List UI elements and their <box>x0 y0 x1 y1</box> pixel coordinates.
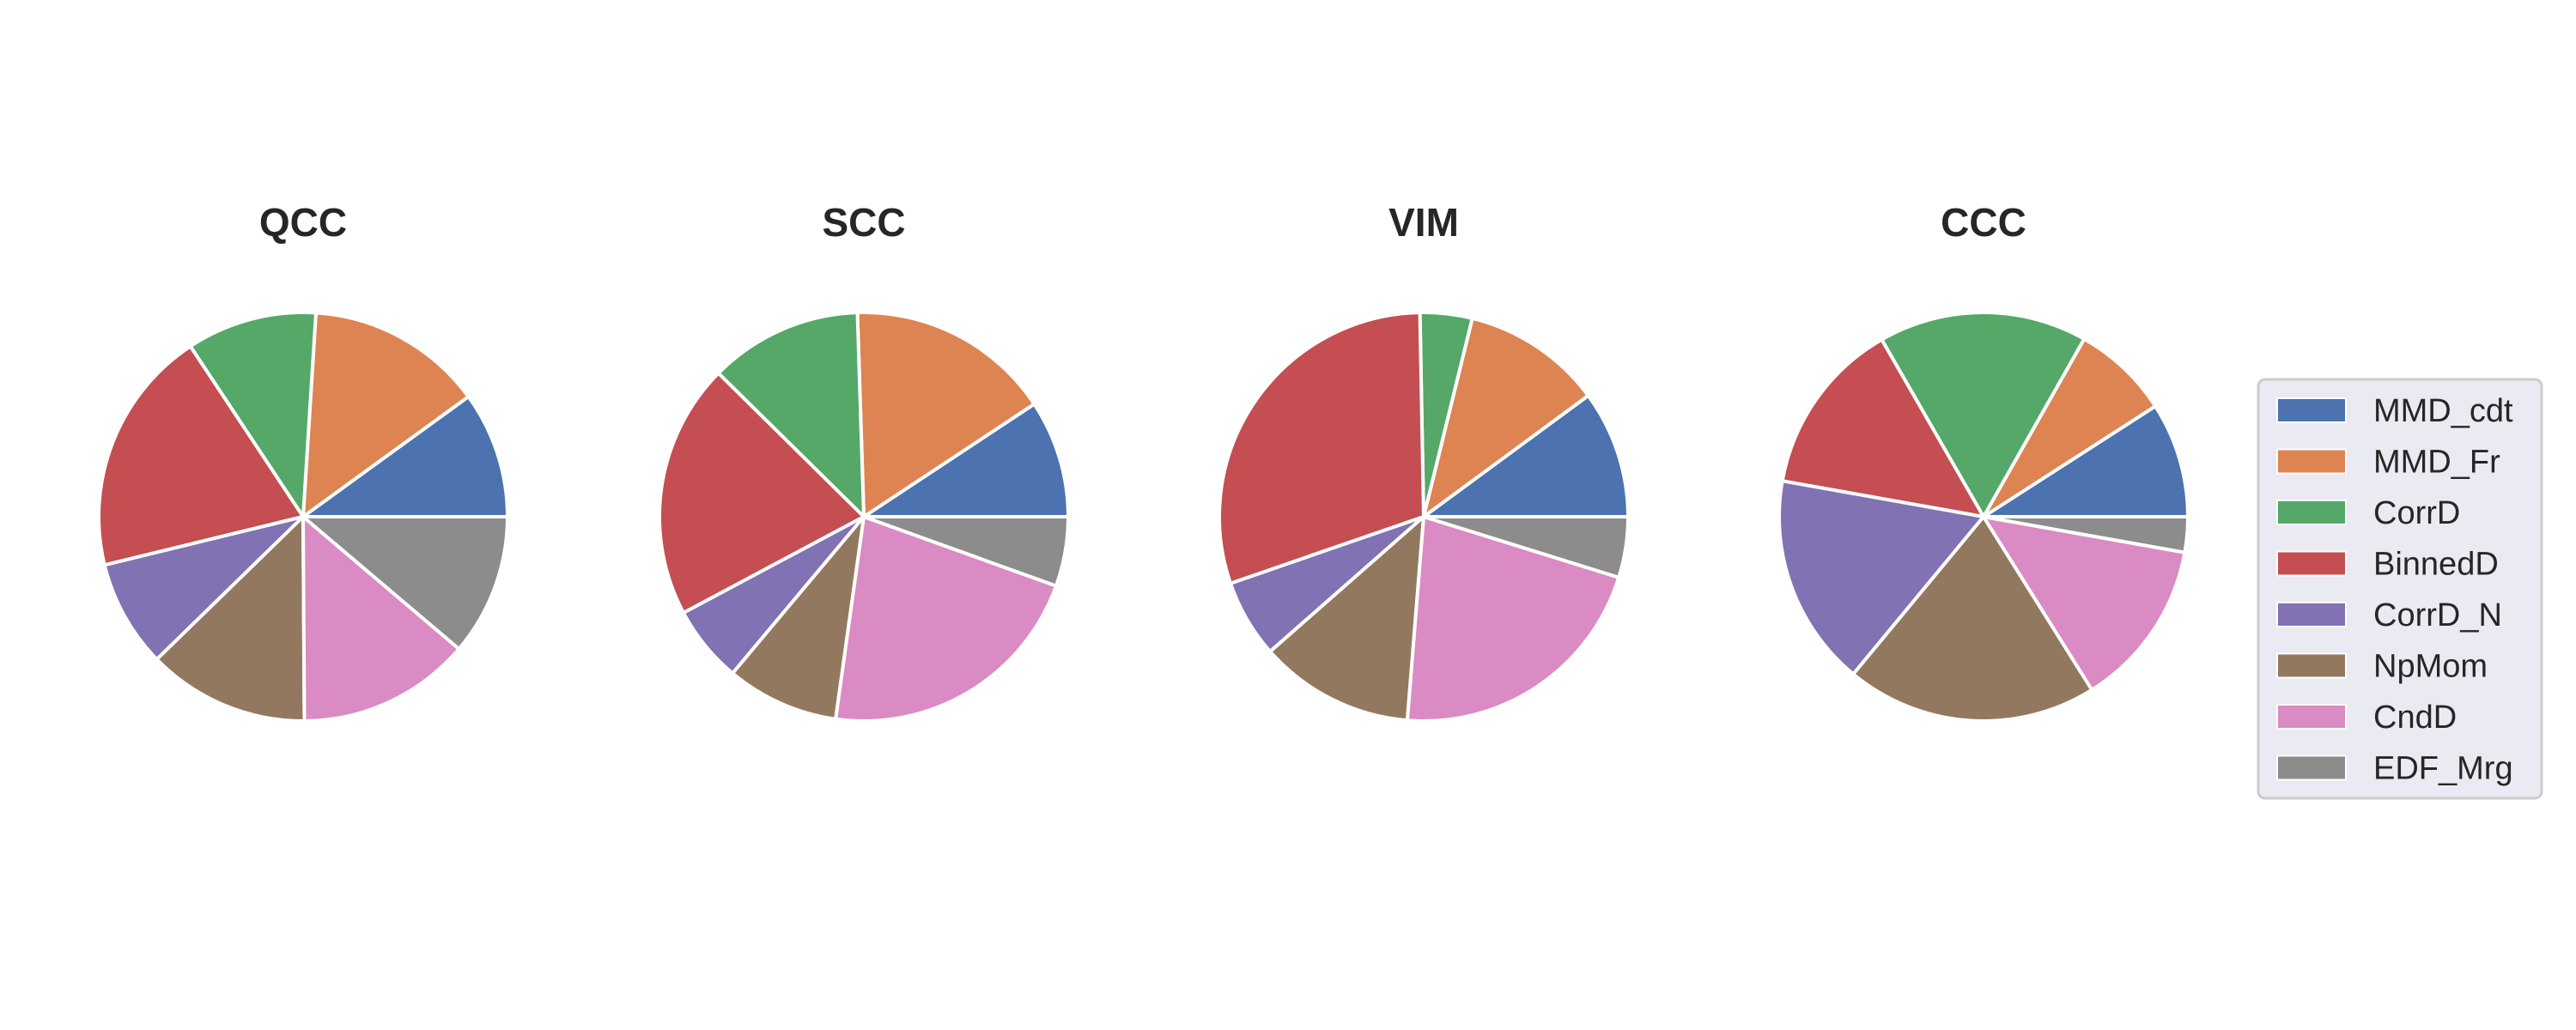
legend-item-edf-mrg: EDF_Mrg <box>2276 751 2513 787</box>
pie-slice-mmd-fr <box>1982 336 2158 518</box>
legend-swatch <box>2276 602 2347 627</box>
pie-slice-cndd <box>301 515 461 723</box>
pie-vim: VIM <box>1218 200 1630 723</box>
legend-item-cndd: CndD <box>2276 700 2457 736</box>
pie-title: SCC <box>822 200 905 245</box>
legend-label: MMD_Fr <box>2373 445 2500 481</box>
legend-swatch <box>2276 754 2347 781</box>
pie-slice-mmd-fr <box>1422 316 1590 518</box>
legend-label: CorrD_N <box>2373 597 2502 633</box>
pie-slice-edf-mrg <box>862 515 1070 588</box>
pie-slice-corrd <box>188 311 318 518</box>
legend-item-mmd-fr: MMD_Fr <box>2276 445 2500 481</box>
legend-item-corrd-n: CorrD_N <box>2276 597 2502 633</box>
pie-slice-mmd-fr <box>855 311 1036 518</box>
pie-slice-mmd-cdt <box>301 395 509 518</box>
pie-slice-binnedd <box>658 371 866 615</box>
pie-slice-npmom <box>155 515 307 724</box>
pie-slice-mmd-cdt <box>1982 404 2190 518</box>
legend-label: CndD <box>2373 700 2457 736</box>
pie-slice-corrd-n <box>102 515 305 662</box>
legend-label: EDF_Mrg <box>2373 751 2513 787</box>
pie-slice-corrd <box>1880 311 2087 518</box>
pie-slice-edf-mrg <box>301 515 509 651</box>
pie-slice-corrd <box>716 311 866 518</box>
legend-label: CorrD <box>2373 495 2460 531</box>
pie-slice-mmd-cdt <box>862 402 1070 518</box>
pie-slice-npmom <box>1851 515 2094 723</box>
legend-swatch <box>2276 500 2347 525</box>
legend-swatch <box>2276 448 2347 475</box>
pie-slice-mmd-cdt <box>1422 393 1630 518</box>
legend-label: BinnedD <box>2373 547 2499 583</box>
pie-slice-npmom <box>731 515 866 721</box>
legend-item-corrd: CorrD <box>2276 495 2460 531</box>
pie-slice-edf-mrg <box>1422 515 1630 579</box>
pie-charts: QCC SCC VIM CCC <box>97 200 2190 724</box>
legend-items: MMD_cdt MMD_Fr CorrD BinnedD CorrD_N NpMom Cnd… <box>2276 393 2513 787</box>
pie-title: CCC <box>1941 200 2026 245</box>
legend-item-binnedd: BinnedD <box>2276 547 2499 583</box>
pie-scc: SCC <box>658 200 1070 723</box>
legend-swatch <box>2276 550 2347 577</box>
pie-slice-mmd-fr <box>301 311 471 518</box>
pie-title: QCC <box>259 200 347 245</box>
pie-title: VIM <box>1388 200 1459 245</box>
legend: MMD_cdt MMD_Fr CorrD BinnedD CorrD_N NpMom Cnd… <box>2257 378 2543 800</box>
pie-slice-binnedd <box>97 344 305 567</box>
pie-slice-cndd <box>1405 515 1621 723</box>
legend-item-npmom: NpMom <box>2276 649 2488 685</box>
legend-swatch <box>2276 397 2347 423</box>
pie-slice-binnedd <box>1218 311 1425 585</box>
legend-frame <box>2257 378 2543 800</box>
pie-slice-cndd <box>1982 515 2187 692</box>
pie-slice-corrd-n <box>1777 479 1985 676</box>
pie-slice-edf-mrg <box>1982 515 2190 554</box>
legend-label: MMD_cdt <box>2373 393 2513 429</box>
legend-swatch <box>2276 704 2347 730</box>
pie-slice-binnedd <box>1780 337 1985 518</box>
pie-ccc: CCC <box>1777 200 2190 723</box>
legend-swatch <box>2276 652 2347 679</box>
legend-label: NpMom <box>2373 649 2488 685</box>
legend-item-mmd-cdt: MMD_cdt <box>2276 393 2513 429</box>
pie-qcc: QCC <box>97 200 509 724</box>
pie-slice-npmom <box>1268 515 1425 723</box>
